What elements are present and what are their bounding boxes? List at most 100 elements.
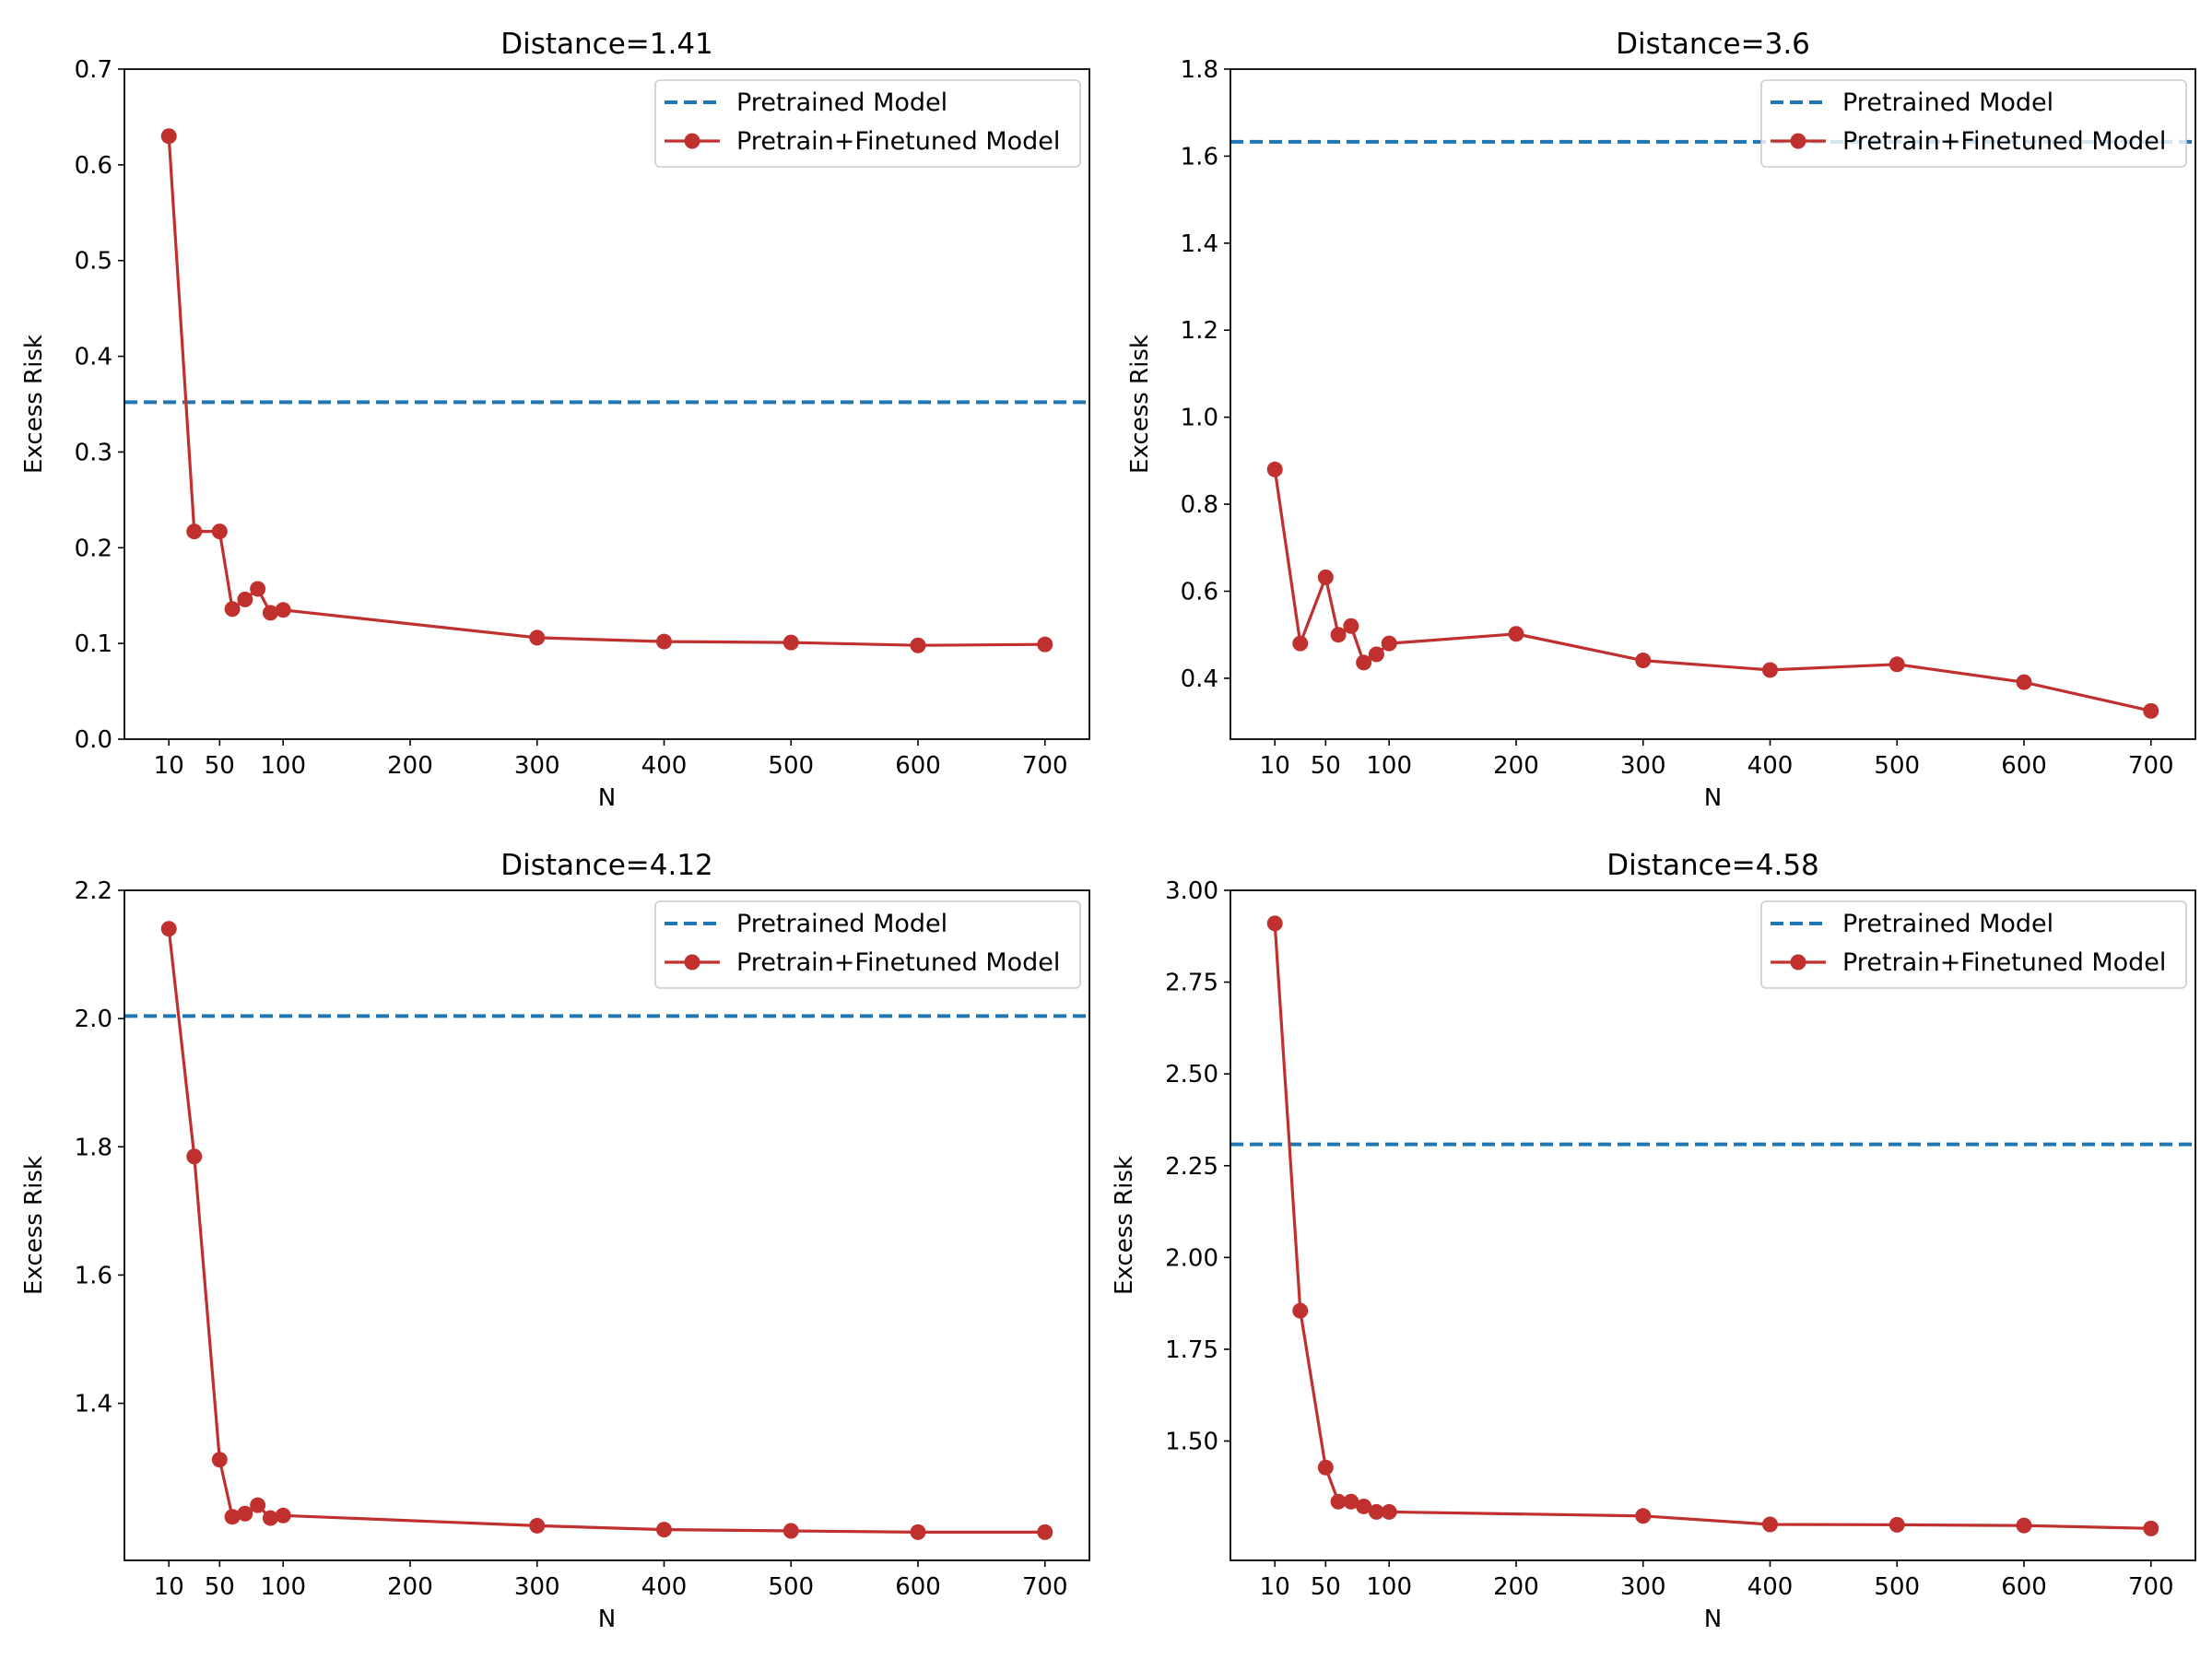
x-tick-label: 200 — [387, 1573, 433, 1601]
finetuned-data-point — [2016, 1517, 2032, 1534]
x-tick-label: 500 — [1874, 1573, 1920, 1601]
finetuned-data-point — [186, 1148, 203, 1165]
finetuned-data-point — [910, 1524, 926, 1540]
finetuned-data-point — [160, 921, 177, 937]
y-axis-label: Excess Risk — [20, 335, 48, 474]
finetuned-data-point — [1037, 1524, 1053, 1540]
subplot-title: Distance=3.6 — [1616, 28, 1810, 61]
finetuned-data-point — [1317, 569, 1334, 585]
x-tick-label: 700 — [1022, 752, 1068, 780]
x-tick-label: 300 — [514, 1573, 560, 1601]
y-tick-label: 3.00 — [1165, 877, 1218, 905]
y-axis-label: Excess Risk — [20, 1156, 48, 1295]
subplot-2: Distance=3.6 10 50 100 200 300 400 500 600 700 0.4… — [1126, 28, 2196, 812]
y-tick-label: 0.8 — [1181, 491, 1218, 519]
legend-pretrained-label: Pretrained Model — [1842, 88, 2053, 117]
legend-finetuned-marker — [684, 954, 700, 971]
y-tick-label: 0.4 — [75, 344, 112, 371]
y-tick-label: 1.6 — [75, 1262, 112, 1289]
y-tick-label: 0.6 — [1181, 578, 1218, 606]
x-tick-label: 100 — [260, 752, 306, 780]
legend: Pretrained Model Pretrain+Finetuned Model — [654, 79, 1081, 168]
legend-finetuned-marker — [684, 133, 700, 149]
finetuned-data-point — [529, 1517, 546, 1534]
x-tick-label: 600 — [895, 752, 941, 780]
y-tick-label: 1.50 — [1165, 1429, 1218, 1456]
finetuned-data-point — [1292, 1302, 1309, 1319]
x-tick-label: 300 — [1620, 752, 1666, 780]
x-tick-label: 200 — [1493, 1573, 1539, 1601]
x-tick-label: 100 — [1366, 752, 1412, 780]
y-tick-label: 0.6 — [75, 152, 112, 180]
legend-box — [654, 79, 1081, 168]
finetuned-data-point — [224, 1509, 241, 1525]
x-tick-label: 500 — [768, 752, 814, 780]
y-tick-label: 2.2 — [75, 877, 112, 905]
x-tick-label: 600 — [2001, 752, 2047, 780]
finetuned-data-point — [1381, 1503, 1397, 1520]
legend-pretrained-label: Pretrained Model — [736, 910, 947, 938]
finetuned-data-point — [211, 1452, 228, 1468]
x-tick-label: 200 — [387, 752, 433, 780]
finetuned-data-point — [655, 633, 672, 650]
legend: Pretrained Model Pretrain+Finetuned Model — [1760, 900, 2187, 989]
finetuned-data-point — [1356, 654, 1372, 671]
y-axis-label: Excess Risk — [1111, 1156, 1138, 1295]
legend-finetuned-marker — [1790, 133, 1806, 149]
finetuned-data-point — [1292, 635, 1309, 652]
legend-finetuned-label: Pretrain+Finetuned Model — [736, 127, 1060, 156]
x-tick-label: 600 — [895, 1573, 941, 1601]
x-tick-label: 300 — [514, 752, 560, 780]
x-tick-label: 50 — [1311, 1573, 1341, 1601]
x-tick-label: 700 — [1022, 1573, 1068, 1601]
x-tick-label: 500 — [768, 1573, 814, 1601]
finetuned-data-point — [2143, 702, 2159, 719]
finetuned-data-point — [1761, 662, 1778, 678]
finetuned-data-point — [782, 1523, 799, 1539]
finetuned-data-point — [1368, 646, 1384, 663]
finetuned-data-point — [237, 1505, 253, 1522]
finetuned-data-point — [1330, 1493, 1347, 1510]
finetuned-data-point — [275, 602, 291, 618]
finetuned-data-point — [2143, 1520, 2159, 1536]
finetuned-data-point — [655, 1522, 672, 1538]
x-tick-label: 100 — [260, 1573, 306, 1601]
finetuned-data-point — [2016, 674, 2032, 690]
x-axis-label: N — [1704, 1606, 1722, 1633]
finetuned-data-point — [1888, 656, 1905, 673]
finetuned-data-point — [782, 634, 799, 651]
legend-pretrained-label: Pretrained Model — [736, 88, 947, 117]
x-tick-label: 400 — [1747, 1573, 1794, 1601]
y-tick-label: 1.4 — [1181, 230, 1218, 258]
y-tick-label: 1.75 — [1165, 1336, 1218, 1364]
legend-box — [1760, 79, 2187, 168]
x-axis-label: N — [598, 784, 616, 812]
legend: Pretrained Model Pretrain+Finetuned Model — [1760, 79, 2187, 168]
x-axis-label: N — [598, 1606, 616, 1633]
y-tick-label: 0.2 — [75, 535, 112, 562]
y-tick-label: 0.0 — [75, 726, 112, 754]
finetuned-data-point — [1888, 1516, 1905, 1533]
finetuned-data-point — [1635, 1508, 1652, 1524]
finetuned-data-point — [1266, 461, 1283, 477]
x-tick-label: 600 — [2001, 1573, 2047, 1601]
legend-finetuned-label: Pretrain+Finetuned Model — [1842, 127, 2166, 156]
subplot-title: Distance=4.12 — [500, 849, 713, 882]
subplot-4: Distance=4.58 10 50 100 200 300 400 500 600 700 1.… — [1111, 849, 2196, 1633]
finetuned-data-point — [1343, 618, 1359, 634]
y-tick-label: 2.0 — [75, 1006, 112, 1033]
y-tick-label: 1.2 — [1181, 317, 1218, 345]
x-tick-label: 300 — [1620, 1573, 1666, 1601]
x-tick-label: 10 — [154, 1573, 184, 1601]
finetuned-data-point — [1356, 1498, 1372, 1514]
finetuned-data-point — [1368, 1503, 1384, 1520]
finetuned-data-point — [1037, 636, 1053, 653]
finetuned-data-point — [262, 1510, 278, 1526]
x-tick-label: 10 — [154, 752, 184, 780]
x-tick-label: 200 — [1493, 752, 1539, 780]
y-tick-label: 0.5 — [75, 248, 112, 276]
legend-finetuned-label: Pretrain+Finetuned Model — [1842, 948, 2166, 977]
finetuned-series-line — [1273, 923, 2151, 1530]
finetuned-data-point — [1266, 915, 1283, 932]
